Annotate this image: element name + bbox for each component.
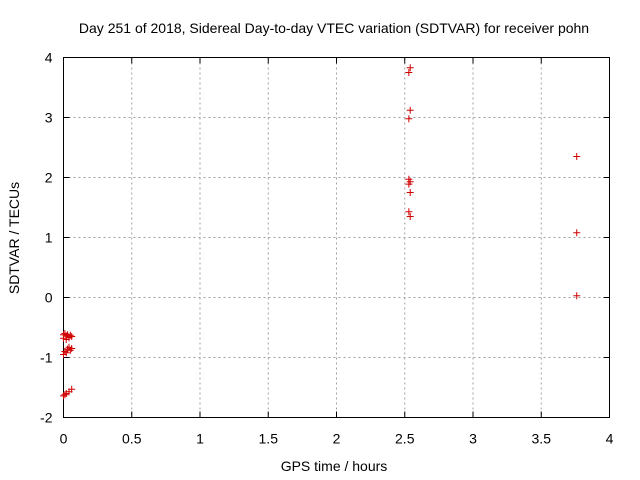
chart-title: Day 251 of 2018, Sidereal Day-to-day VTE… bbox=[79, 20, 589, 36]
x-tick-label: 1 bbox=[196, 431, 204, 447]
x-tick-label: 0.5 bbox=[122, 431, 142, 447]
data-point bbox=[406, 213, 414, 220]
data-point bbox=[68, 385, 76, 393]
data-point bbox=[406, 64, 414, 72]
data-point bbox=[66, 346, 74, 354]
data-point bbox=[405, 115, 413, 123]
data-point bbox=[406, 189, 414, 196]
x-tick-label: 3 bbox=[469, 431, 477, 447]
x-tick-label: 2 bbox=[333, 431, 341, 447]
x-axis-label: GPS time / hours bbox=[281, 458, 388, 474]
x-tick-labels: 0 0.5 1 1.5 2 2.5 3 3.5 4 bbox=[60, 431, 614, 447]
data-point bbox=[406, 106, 414, 114]
data-point bbox=[405, 208, 413, 216]
plot-frame bbox=[63, 57, 610, 418]
y-tick-label: 2 bbox=[45, 170, 53, 186]
data-point bbox=[65, 334, 73, 342]
data-point bbox=[62, 349, 70, 357]
data-point bbox=[405, 69, 413, 76]
x-tick-label: 1.5 bbox=[259, 431, 279, 447]
data-point bbox=[68, 345, 76, 352]
y-tick-label: -2 bbox=[40, 410, 53, 426]
x-tick-label: 3.5 bbox=[532, 431, 552, 447]
y-tick-label: -1 bbox=[40, 350, 53, 366]
y-tick-label: 4 bbox=[45, 50, 53, 66]
data-points bbox=[60, 64, 581, 400]
data-point bbox=[61, 391, 69, 399]
data-point bbox=[573, 292, 581, 300]
grid-lines bbox=[63, 57, 610, 418]
y-tick-label: 1 bbox=[45, 230, 53, 246]
x-tick-label: 0 bbox=[60, 431, 68, 447]
y-tick-labels: -2 -1 0 1 2 3 4 bbox=[40, 50, 53, 426]
y-tick-label: 0 bbox=[45, 290, 53, 306]
y-axis-label: SDTVAR / TECUs bbox=[6, 182, 22, 294]
data-point bbox=[573, 153, 581, 160]
data-point bbox=[573, 229, 581, 237]
x-tick-label: 2.5 bbox=[395, 431, 415, 447]
x-tick-label: 4 bbox=[606, 431, 614, 447]
data-point bbox=[405, 180, 413, 188]
y-tick-label: 3 bbox=[45, 110, 53, 126]
